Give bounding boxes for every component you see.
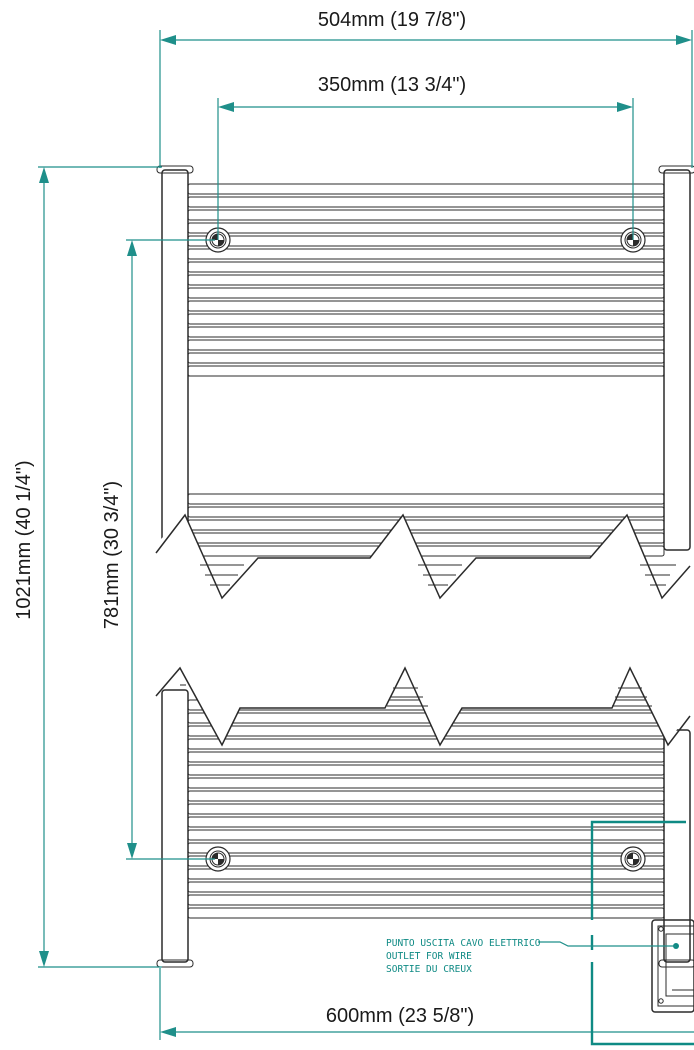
tubes-bottom-group: [187, 699, 665, 919]
break-line-bottom: [150, 640, 694, 745]
outlet-note-line1: PUNTO USCITA CAVO ELETTRICO: [386, 938, 541, 949]
horizontal-tube: [187, 300, 665, 312]
dim-axis-height: 781mm (30 3/4"): [101, 239, 215, 860]
horizontal-tube: [187, 777, 665, 789]
dim-overall-height: 1021mm (40 1/4"): [13, 166, 162, 968]
horizontal-tube: [187, 235, 665, 247]
overall-height-label: 1021mm (40 1/4"): [13, 460, 35, 619]
outlet-note-line3: SORTIE DU CREUX: [386, 964, 472, 975]
horizontal-tube: [187, 842, 665, 854]
horizontal-tube: [187, 352, 665, 364]
horizontal-tube: [187, 287, 665, 299]
axis-width-label: 350mm (13 3/4"): [318, 74, 466, 96]
tubes-top-group: [187, 183, 665, 557]
wall-mount-icon: [620, 846, 646, 872]
right-collector-bottom: [663, 729, 691, 963]
left-cap-bottom: [156, 959, 194, 968]
wire-outlet-detail: PUNTO USCITA CAVO ELETTRICO OUTLET FOR W…: [386, 820, 694, 1046]
dim-axis-width: 350mm (13 3/4"): [217, 74, 634, 240]
left-collector-bottom: [161, 689, 189, 963]
horizontal-tube: [187, 868, 665, 880]
break-line-top: [150, 515, 694, 640]
dim-bottom-width: 600mm (23 5/8"): [159, 968, 694, 1040]
horizontal-tube: [187, 532, 665, 544]
left-collector-top: [161, 169, 189, 551]
right-collector-top: [663, 169, 691, 551]
horizontal-tube: [187, 209, 665, 221]
radiator-bottom-section: [150, 640, 694, 968]
horizontal-tube: [187, 907, 665, 919]
horizontal-tube: [187, 493, 665, 505]
horizontal-tube: [187, 764, 665, 776]
horizontal-tube: [187, 365, 665, 377]
right-cap-bottom: [658, 959, 694, 968]
overall-width-label: 504mm (19 7/8"): [318, 9, 466, 31]
horizontal-tube: [187, 725, 665, 737]
horizontal-tube: [187, 738, 665, 750]
radiator-top-section: [150, 165, 694, 640]
horizontal-tube: [187, 894, 665, 906]
horizontal-tube: [187, 326, 665, 338]
axis-height-label: 781mm (30 3/4"): [101, 481, 123, 629]
horizontal-tube: [187, 855, 665, 867]
horizontal-tube: [187, 261, 665, 273]
horizontal-tube: [187, 829, 665, 841]
horizontal-tube: [187, 222, 665, 234]
horizontal-tube: [187, 339, 665, 351]
horizontal-tube: [187, 790, 665, 802]
horizontal-tube: [187, 506, 665, 518]
horizontal-tube: [187, 751, 665, 763]
horizontal-tube: [187, 881, 665, 893]
outlet-note-line2: OUTLET FOR WIRE: [386, 951, 472, 962]
horizontal-tube: [187, 803, 665, 815]
horizontal-tube: [187, 196, 665, 208]
horizontal-tube: [187, 183, 665, 195]
wall-mount-icon: [205, 846, 231, 872]
horizontal-tube: [187, 519, 665, 531]
right-cap-top: [658, 165, 694, 174]
horizontal-tube: [187, 248, 665, 260]
center-panel: [187, 375, 665, 495]
left-cap-top: [156, 165, 194, 174]
bottom-width-label: 600mm (23 5/8"): [326, 1005, 474, 1027]
horizontal-tube: [187, 313, 665, 325]
dim-overall-width: 504mm (19 7/8"): [159, 9, 693, 168]
horizontal-tube: [187, 274, 665, 286]
